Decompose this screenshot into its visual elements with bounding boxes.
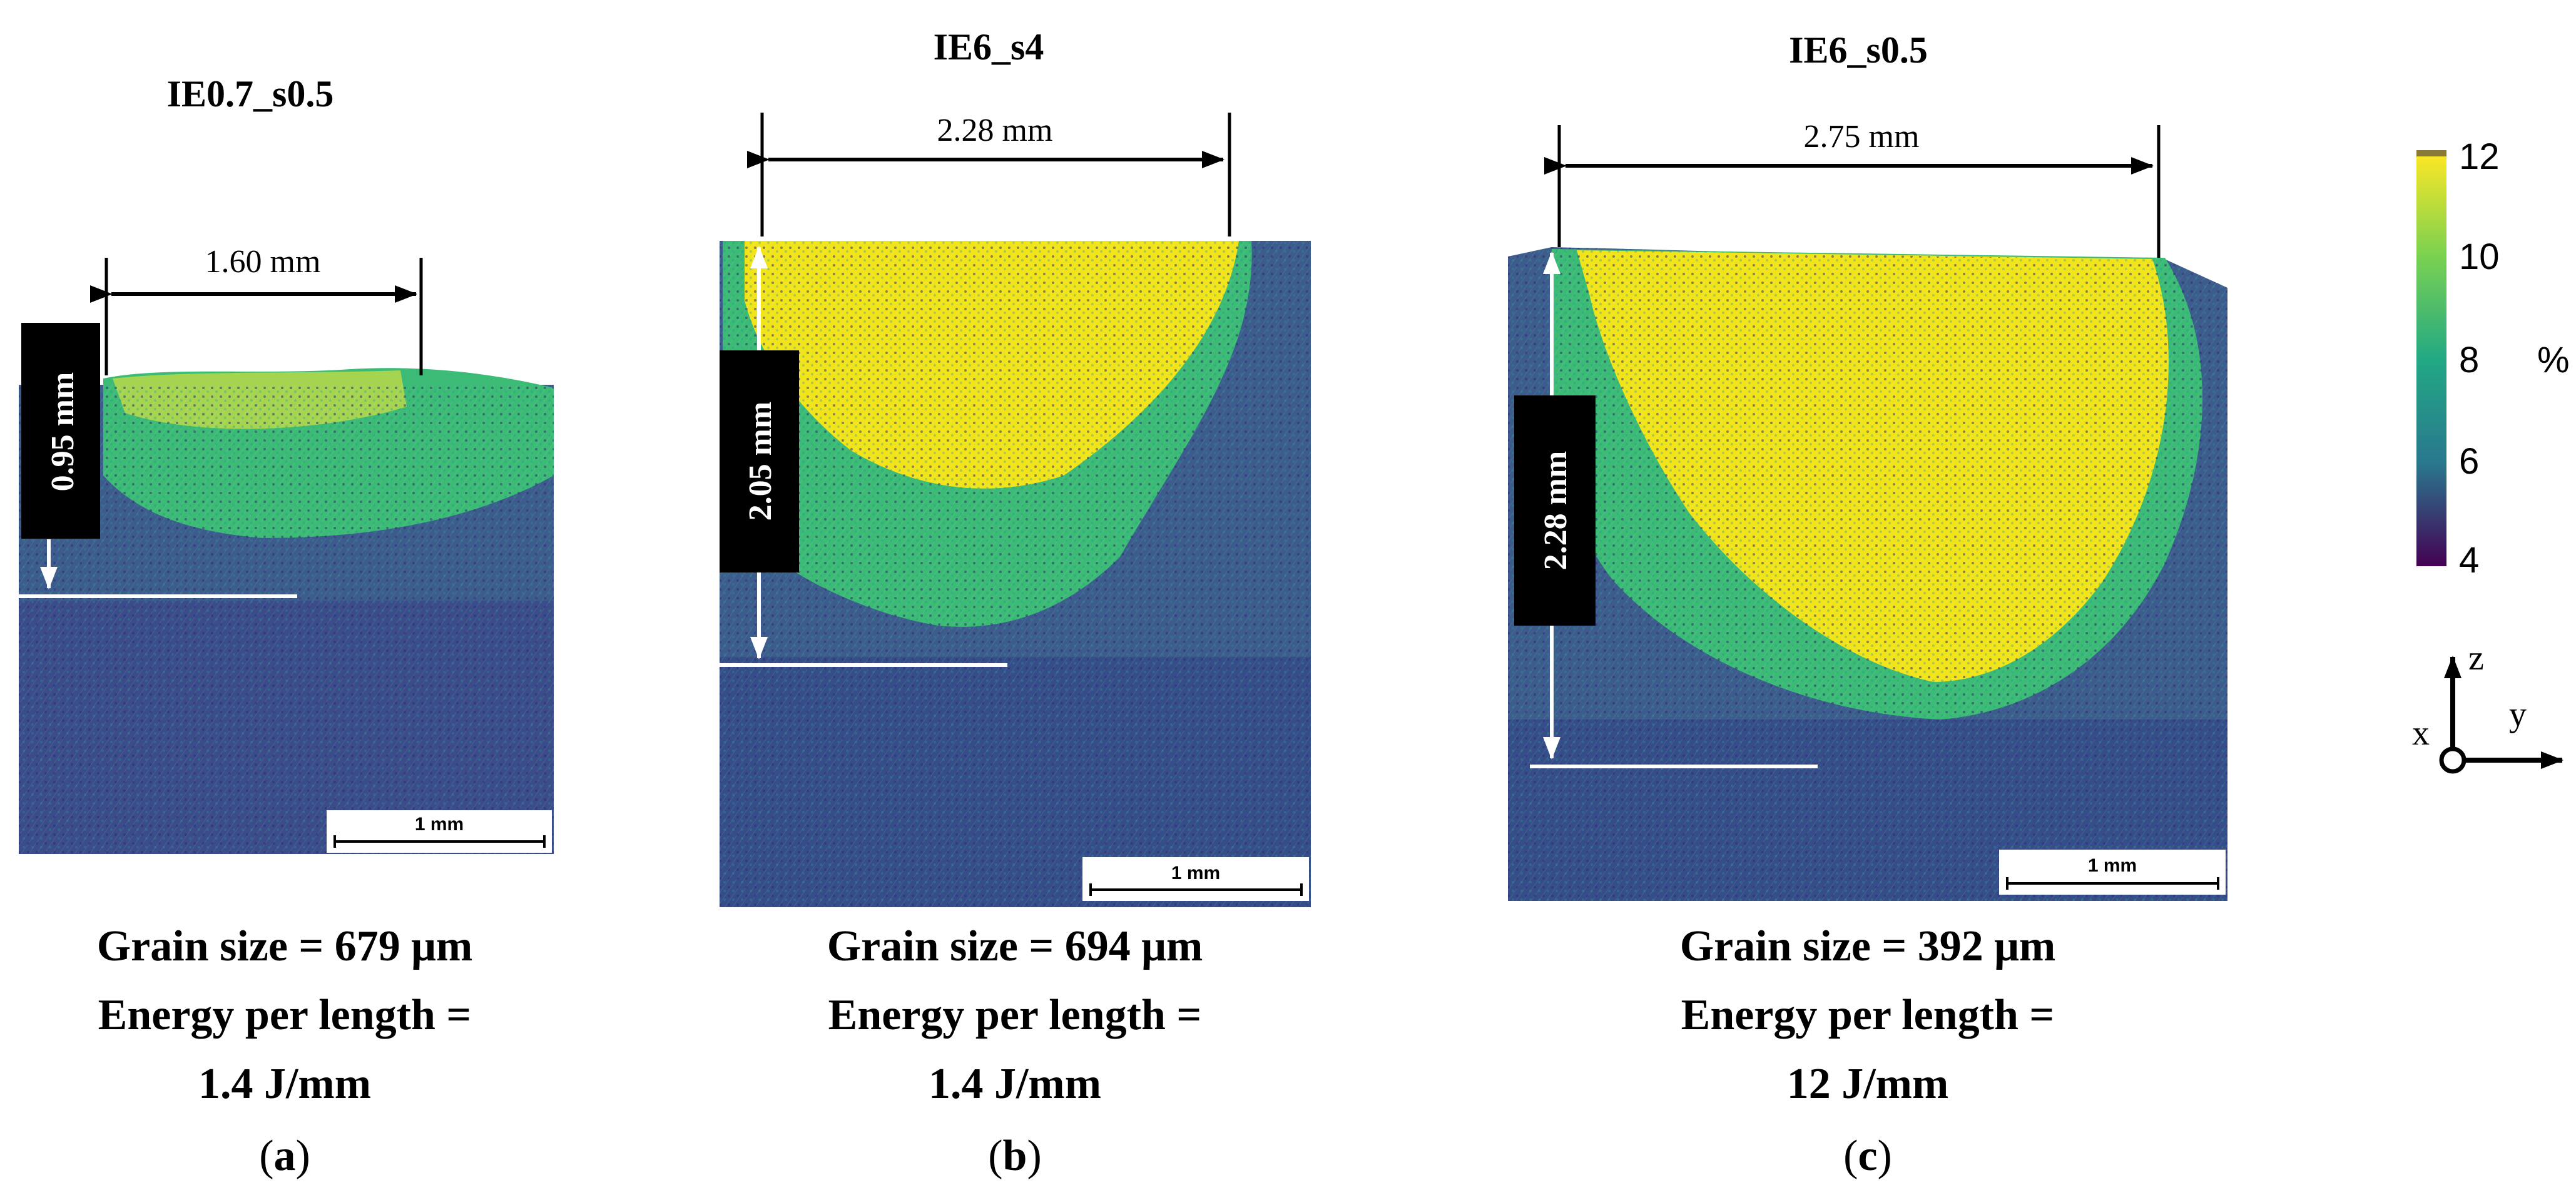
panel-letter: (b) (988, 1132, 1042, 1180)
colorbar-top-cap (2416, 150, 2446, 156)
x-axis-label: x (2412, 714, 2430, 753)
axes-triad: z y x (2412, 639, 2563, 774)
scale-bar: 1 mm (327, 810, 552, 853)
caption-energy-value: 1.4 J/mm (198, 1060, 371, 1108)
panel-title: IE0.7_s0.5 (167, 73, 334, 114)
depth-label-box (21, 323, 100, 539)
caption: Grain size = 679 μm Energy per length = … (97, 922, 473, 1108)
caption-energy-label: Energy per length = (98, 991, 472, 1039)
micrograph (720, 241, 1311, 907)
colorbar-tick-10: 10 (2459, 236, 2500, 277)
depth-label: 2.05 mm (743, 402, 778, 521)
colorbar-tick-4: 4 (2459, 540, 2479, 581)
panel-letter: (a) (259, 1132, 310, 1180)
width-label: 2.28 mm (937, 113, 1053, 148)
colorbar-tick-6: 6 (2459, 441, 2479, 482)
panel-c: IE6_s0.5 2.75 mm 2.28 mm 1 mm Grain size… (1508, 29, 2227, 1180)
z-axis-label: z (2468, 639, 2484, 678)
caption-energy-value: 12 J/mm (1787, 1060, 1949, 1108)
scale-label: 1 mm (415, 814, 464, 835)
colorbar-unit: % (2537, 340, 2570, 380)
caption-energy-value: 1.4 J/mm (929, 1060, 1101, 1108)
colorbar-tick-8: 8 (2459, 340, 2479, 380)
caption-energy-label: Energy per length = (1681, 991, 2055, 1039)
colorbar: 12 10 8 6 4 % (2416, 136, 2570, 581)
depth-label-box (1514, 395, 1596, 626)
x-axis-circle (2439, 746, 2467, 774)
panel-title: IE6_s0.5 (1789, 29, 1928, 71)
micrograph (1508, 247, 2227, 901)
micrograph (19, 368, 554, 854)
width-label: 1.60 mm (205, 244, 321, 280)
caption-grain-size: Grain size = 679 μm (97, 922, 473, 970)
scale-bar: 1 mm (1999, 850, 2226, 895)
panel-letter: (c) (1843, 1132, 1892, 1180)
depth-label: 2.28 mm (1538, 451, 1574, 571)
scale-bar: 1 mm (1082, 857, 1309, 901)
scale-label: 1 mm (2088, 855, 2137, 876)
caption-energy-label: Energy per length = (828, 991, 1202, 1039)
caption: Grain size = 694 μm Energy per length = … (827, 922, 1203, 1108)
caption-grain-size: Grain size = 392 μm (1680, 922, 2056, 970)
scale-label: 1 mm (1171, 863, 1220, 883)
width-label: 2.75 mm (1804, 119, 1920, 155)
panel-a: IE0.7_s0.5 1.60 mm 0.95 mm 1 mm Grain si… (19, 73, 554, 1180)
caption: Grain size = 392 μm Energy per length = … (1680, 922, 2056, 1108)
panel-b: IE6_s4 2.28 mm 2.05 mm 1 mm Grain size =… (720, 26, 1311, 1180)
colorbar-gradient (2416, 153, 2446, 566)
panel-title: IE6_s4 (934, 26, 1044, 68)
depth-label: 0.95 mm (45, 372, 81, 492)
y-axis-label: y (2509, 695, 2527, 734)
depth-label-box (720, 350, 799, 572)
colorbar-tick-12: 12 (2459, 136, 2500, 177)
caption-grain-size: Grain size = 694 μm (827, 922, 1203, 970)
